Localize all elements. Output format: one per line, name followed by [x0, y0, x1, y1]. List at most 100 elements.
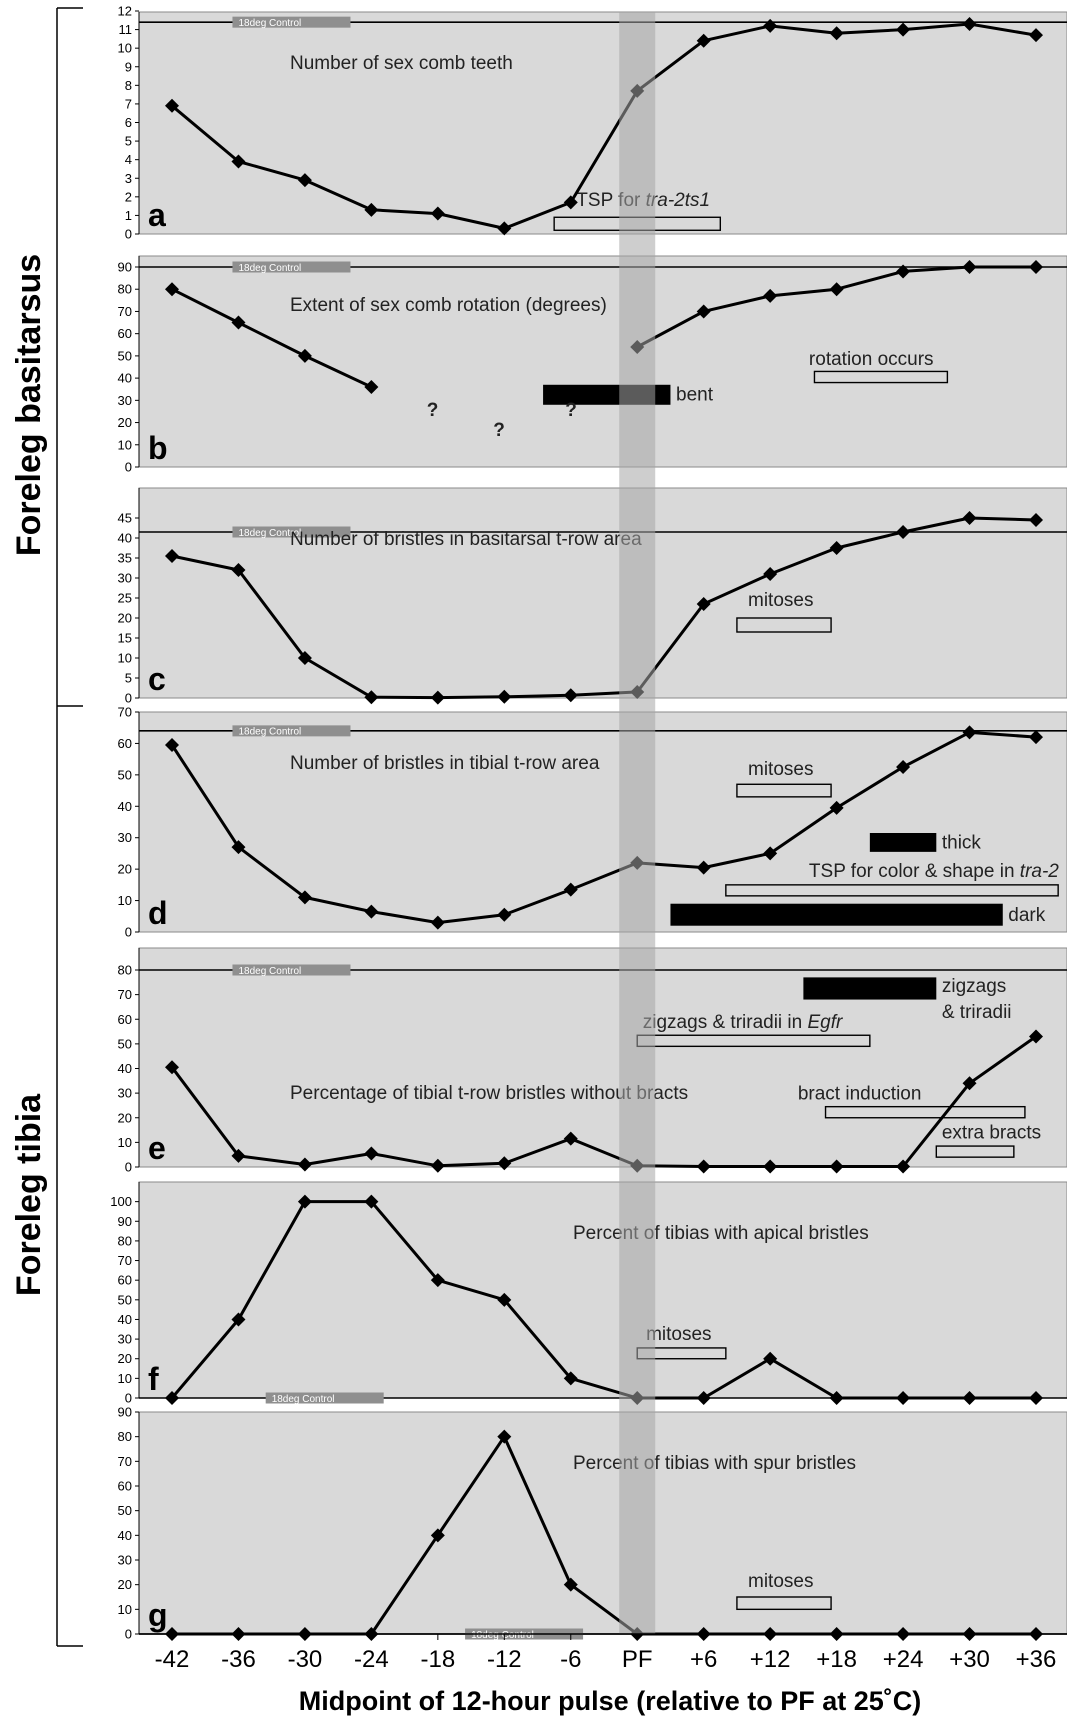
- data-point: [696, 1391, 711, 1405]
- annotation-italic: tra-2: [1020, 861, 1060, 882]
- y-axis: 0 10 20 30 40 50 60 70: [118, 705, 140, 940]
- x-tick-label: -24: [354, 1646, 389, 1673]
- data-point: [696, 860, 711, 875]
- panel-letter: b: [148, 430, 168, 466]
- y-tick-label: 80: [118, 1233, 132, 1248]
- y-tick-label: 60: [118, 736, 132, 751]
- y-tick-label: 15: [118, 631, 132, 646]
- data-point: [563, 195, 578, 210]
- y-tick-label: 70: [118, 1454, 132, 1469]
- annotation-text: mitoses: [646, 1324, 711, 1345]
- data-point: [297, 651, 312, 665]
- data-point: [231, 1148, 246, 1163]
- x-tick-label: +36: [1016, 1646, 1057, 1673]
- data-point: [962, 1391, 977, 1405]
- figure-frame: Foreleg basitarsus Foreleg tibia: [10, 7, 83, 1647]
- control-label: 18deg Control: [471, 1630, 534, 1641]
- y-axis: 0 5 10 15 20 25 30 35 40 45: [118, 488, 140, 706]
- data-point: [231, 154, 246, 169]
- data-point: [896, 760, 911, 774]
- data-point: [1029, 730, 1043, 745]
- panel-title: Percentage of tibial t-row bristles with…: [290, 1083, 688, 1104]
- series-line: [170, 1200, 1036, 1400]
- panel-f: 0 10 20 30 40 50 60 70 80 90 100 18deg Control Perce…: [110, 1181, 1067, 1406]
- data-point: [497, 1429, 512, 1444]
- x-tick-label: -30: [288, 1646, 323, 1673]
- y-tick-label: 6: [125, 115, 132, 130]
- data-point: [430, 1158, 445, 1173]
- y-tick-label: 20: [118, 1110, 132, 1125]
- y-tick-label: 20: [118, 1351, 132, 1366]
- y-tick-label: 9: [125, 59, 132, 74]
- y-tick-label: 11: [119, 22, 133, 37]
- data-point: [829, 282, 844, 297]
- x-tick-label: +30: [949, 1646, 990, 1673]
- series-line: [170, 730, 1037, 925]
- question-mark: ?: [493, 420, 505, 441]
- y-tick-label: 50: [118, 1503, 132, 1518]
- y-tick-label: 50: [118, 348, 132, 363]
- y-tick-label: 0: [125, 925, 132, 940]
- data-point: [563, 882, 578, 897]
- x-axis: -42 -36 -30 -24 -18 -12 -6 PF +6 +12 +18 +24 +30 +36: [139, 1633, 1067, 1673]
- y-tick-label: 70: [118, 987, 132, 1002]
- control-label: 18deg Control: [238, 263, 301, 274]
- control-label-bg: [232, 526, 351, 538]
- x-tick-label: PF: [622, 1646, 653, 1673]
- panel-title: Percent of tibias with apical bristles: [573, 1223, 869, 1244]
- data-point: [1029, 1391, 1043, 1405]
- y-tick-label: 50: [118, 1036, 132, 1051]
- control-label: 18deg Control: [272, 1394, 335, 1405]
- data-point: [231, 563, 246, 577]
- data-point: [364, 1194, 379, 1209]
- annotation-text: extra bracts: [942, 1123, 1041, 1144]
- panel-title: Number of sex comb teeth: [290, 53, 513, 74]
- y-tick-label: 0: [125, 1160, 132, 1175]
- data-point: [497, 1156, 512, 1171]
- y-axis: 0 10 20 30 40 50 60 70 80 90: [118, 1405, 140, 1642]
- y-tick-label: 60: [118, 1273, 132, 1288]
- annotation-text: mitoses: [748, 759, 813, 780]
- data-point: [364, 380, 379, 394]
- data-point: [364, 690, 379, 705]
- plot-background: [138, 255, 1067, 468]
- data-point: [763, 1351, 778, 1366]
- y-tick-label: 10: [118, 1135, 132, 1150]
- y-tick-label: 30: [118, 830, 132, 845]
- annotation-bar: [670, 903, 1003, 926]
- data-point: [430, 690, 445, 705]
- series-line: [171, 22, 1037, 230]
- group-label-tibia: Foreleg tibia: [10, 1093, 48, 1296]
- question-mark: ?: [427, 400, 439, 421]
- y-tick-label: 1: [125, 208, 132, 223]
- data-point: [1029, 1029, 1043, 1044]
- panel-letter: c: [148, 661, 166, 697]
- y-tick-label: 70: [118, 304, 132, 319]
- y-tick-label: 40: [118, 1312, 132, 1327]
- data-point: [696, 597, 711, 611]
- y-tick-label: 70: [118, 1253, 132, 1268]
- data-point: [297, 348, 312, 363]
- data-point: [430, 1528, 445, 1543]
- plot-background: [138, 711, 1067, 933]
- y-tick-label: 30: [118, 1553, 132, 1568]
- data-point: [297, 173, 312, 188]
- y-tick-label: 10: [118, 1602, 132, 1617]
- y-tick-label: 70: [118, 705, 132, 720]
- y-tick-label: 90: [118, 260, 132, 275]
- data-point: [829, 1391, 844, 1405]
- annotation-text: rotation occurs: [809, 349, 934, 370]
- question-mark: ?: [565, 400, 577, 421]
- series-line: [170, 1035, 1037, 1168]
- annotation-box: [725, 884, 1059, 897]
- y-tick-label: 30: [118, 571, 132, 586]
- x-tick-label: +12: [750, 1646, 791, 1673]
- data-point: [497, 689, 512, 704]
- annotation-text: mitoses: [748, 1571, 813, 1592]
- control-label-bg: [232, 725, 351, 737]
- y-tick-label: 60: [118, 326, 132, 341]
- data-point: [231, 840, 246, 855]
- y-tick-label: 20: [118, 415, 132, 430]
- y-tick-label: 60: [118, 1012, 132, 1027]
